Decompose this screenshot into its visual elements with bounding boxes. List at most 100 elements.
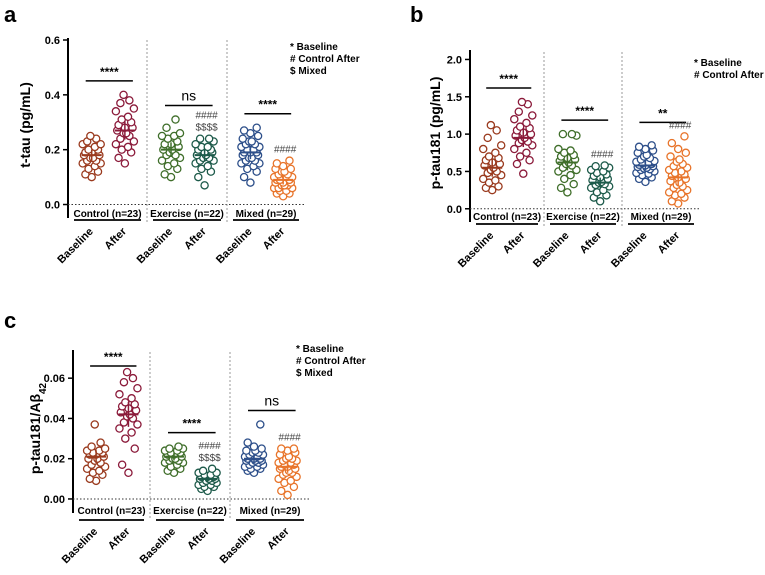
- data-point: [115, 424, 124, 433]
- data-point: [512, 159, 522, 169]
- legend-entry: * Baseline: [694, 58, 742, 69]
- data-point: [239, 172, 249, 182]
- y-axis-label: p-tau181/Aβ42: [27, 382, 49, 474]
- y-tick-label: 0.0: [45, 200, 60, 212]
- annotation-label: ####: [591, 149, 614, 160]
- x-tick-label: After: [261, 225, 288, 252]
- data-point: [160, 170, 169, 179]
- legend-entry: # Control After: [290, 54, 360, 65]
- data-point: [286, 164, 296, 174]
- data-point: [119, 377, 129, 387]
- data-point: [121, 434, 130, 443]
- x-tick-label: Baseline: [609, 230, 649, 270]
- x-tick-label: After: [265, 525, 292, 552]
- group-2: **** ####$$$$ Exercise (n=22) Baseline After: [138, 417, 227, 566]
- data-point: [515, 152, 525, 161]
- data-point: [566, 170, 575, 180]
- legend-entry: * Baseline: [290, 42, 338, 53]
- annotation-label: ####: [198, 441, 221, 452]
- data-point: [96, 438, 105, 447]
- data-point: [203, 142, 212, 152]
- y-tick-label: 0.6: [45, 35, 60, 47]
- data-point: [567, 129, 577, 139]
- data-point: [491, 176, 500, 185]
- y-tick-label: 0.04: [44, 413, 66, 425]
- significance-label: ****: [575, 104, 594, 118]
- data-point: [246, 178, 255, 187]
- data-point: [238, 134, 247, 143]
- group-label: Mixed (n=29): [631, 212, 692, 223]
- y-tick-label: 1.5: [447, 92, 462, 104]
- data-point: [483, 133, 492, 143]
- data-point: [478, 174, 488, 184]
- data-point: [239, 126, 249, 135]
- significance-label: ns: [264, 392, 279, 408]
- data-point: [100, 444, 110, 453]
- data-point: [256, 420, 265, 429]
- data-point: [195, 134, 205, 143]
- data-point: [115, 390, 124, 399]
- group-label: Control (n=23): [73, 209, 141, 220]
- data-point: [247, 137, 256, 146]
- data-point: [157, 131, 167, 141]
- data-point: [277, 486, 286, 496]
- data-point: [133, 420, 142, 429]
- data-point: [249, 442, 259, 451]
- data-point: [198, 466, 208, 476]
- data-point: [96, 139, 105, 149]
- annotation-label: $$$$: [198, 453, 221, 464]
- x-tick-label: Baseline: [138, 526, 178, 566]
- group-label: Mixed (n=29): [240, 506, 301, 517]
- data-point: [484, 152, 494, 161]
- significance-label: ns: [181, 88, 196, 104]
- panel-letter-a: a: [4, 2, 17, 27]
- data-point: [595, 197, 605, 206]
- data-point: [129, 104, 139, 113]
- data-point: [162, 123, 171, 132]
- data-point: [257, 444, 266, 453]
- data-point: [207, 464, 217, 474]
- y-axis-label: t-tau (pg/mL): [17, 82, 33, 168]
- data-point: [673, 144, 683, 154]
- data-point: [252, 123, 261, 132]
- y-tick-label: 2.0: [447, 54, 462, 66]
- significance-label: ****: [104, 350, 123, 364]
- data-point: [289, 444, 299, 453]
- data-point: [666, 152, 675, 161]
- data-point: [157, 156, 167, 165]
- x-tick-label: Baseline: [214, 226, 254, 266]
- data-point: [560, 174, 569, 184]
- data-point: [510, 144, 519, 154]
- legend-entry: # Control After: [296, 356, 366, 367]
- y-tick-label: 0.06: [44, 373, 65, 385]
- data-point: [127, 428, 136, 437]
- data-point: [283, 490, 292, 500]
- data-point: [522, 148, 531, 158]
- data-point: [514, 107, 524, 116]
- data-point: [569, 179, 578, 189]
- data-point: [492, 126, 501, 135]
- data-point: [558, 129, 568, 139]
- data-point: [119, 90, 128, 100]
- data-point: [272, 159, 282, 168]
- y-axis-label: p-tau181 (pg/mL): [427, 77, 443, 190]
- data-point: [111, 139, 121, 149]
- data-point: [253, 131, 263, 141]
- data-point: [204, 134, 214, 143]
- panel-letter-b: b: [410, 2, 423, 27]
- data-point: [117, 460, 127, 469]
- y-tick-label: 0.00: [44, 494, 65, 506]
- annotation-label: ####: [195, 111, 218, 122]
- significance-label: ****: [100, 65, 119, 79]
- data-point: [491, 148, 500, 158]
- group-3: ns #### Mixed (n=29) Baseline After: [218, 392, 304, 566]
- data-point: [175, 128, 185, 138]
- x-tick-label: After: [656, 229, 683, 256]
- data-point: [171, 115, 180, 124]
- data-point: [496, 141, 506, 150]
- x-tick-label: After: [185, 525, 212, 552]
- significance-label: ****: [499, 72, 518, 86]
- group-label: Control (n=23): [77, 506, 145, 517]
- data-point: [647, 141, 656, 150]
